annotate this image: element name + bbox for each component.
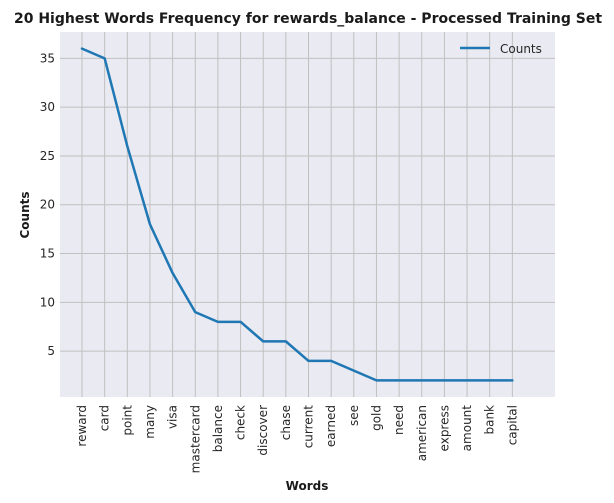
x-tick-label-current: current bbox=[302, 405, 316, 449]
x-tick-label-card: card bbox=[98, 405, 112, 431]
x-tick-label-express: express bbox=[437, 405, 451, 451]
x-tick-label-american: american bbox=[415, 405, 429, 461]
x-tick-label-many: many bbox=[143, 405, 157, 439]
y-axis-label: Counts bbox=[18, 191, 32, 238]
x-tick-label-reward: reward bbox=[75, 405, 89, 447]
grid bbox=[60, 32, 555, 397]
y-tick-label-10: 10 bbox=[40, 295, 55, 309]
x-tick-label-balance: balance bbox=[211, 405, 225, 452]
x-tick-label-mastercard: mastercard bbox=[188, 405, 202, 473]
x-tick-label-amount: amount bbox=[460, 405, 474, 452]
series-layer bbox=[80, 47, 514, 382]
x-tick-label-need: need bbox=[392, 405, 406, 435]
plot-area bbox=[60, 32, 555, 397]
x-tick-label-check: check bbox=[234, 405, 248, 440]
legend: Counts bbox=[460, 42, 542, 56]
x-tick-label-chase: chase bbox=[279, 405, 293, 440]
x-tick-label-visa: visa bbox=[166, 405, 180, 429]
x-tick-label-bank: bank bbox=[483, 405, 497, 435]
x-tick-label-see: see bbox=[347, 405, 361, 426]
legend-label-counts: Counts bbox=[500, 42, 542, 56]
x-tick-label-gold: gold bbox=[369, 405, 383, 431]
y-tick-label-35: 35 bbox=[40, 51, 55, 65]
x-tick-label-discover: discover bbox=[256, 405, 270, 456]
y-tick-label-20: 20 bbox=[40, 198, 55, 212]
x-axis: reward card point many visa mastercard balance… bbox=[75, 405, 519, 474]
y-tick-label-15: 15 bbox=[40, 247, 55, 261]
chart-title: 20 Highest Words Frequency for rewards_b… bbox=[14, 11, 602, 27]
x-tick-label-earned: earned bbox=[324, 405, 338, 447]
y-tick-label-30: 30 bbox=[40, 100, 55, 114]
y-axis: 5 10 15 20 25 30 35 bbox=[40, 51, 55, 358]
series-line-counts bbox=[80, 47, 514, 382]
y-tick-label-25: 25 bbox=[40, 149, 55, 163]
x-axis-label: Words bbox=[286, 479, 329, 493]
y-tick-label-5: 5 bbox=[47, 344, 55, 358]
x-tick-label-capital: capital bbox=[505, 405, 519, 445]
x-tick-label-point: point bbox=[120, 405, 134, 436]
